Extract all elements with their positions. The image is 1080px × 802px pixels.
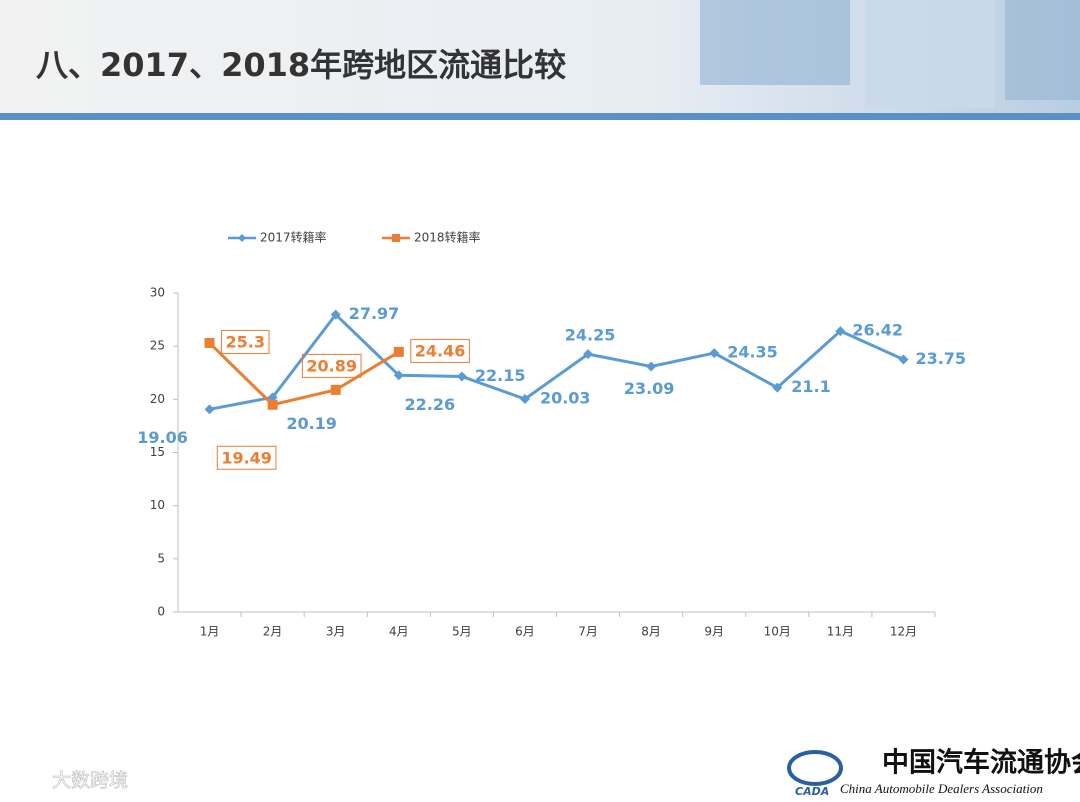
point [330,384,341,395]
watermark: 大数跨境 [52,770,128,792]
point [646,361,657,372]
point [456,371,467,382]
x-tick-label: 4月 [389,625,409,639]
point [772,382,783,393]
point [393,346,404,357]
data-label: 20.19 [286,414,337,433]
y-tick-label: 15 [150,445,165,459]
legend-marker [392,234,400,242]
legend-label: 2017转籍率 [260,230,327,245]
logo-mark [787,750,843,786]
data-label: 21.1 [791,377,830,396]
x-tick-label: 2月 [263,625,283,639]
data-label: 24.46 [415,341,466,360]
y-tick-label: 0 [157,605,165,619]
chart: 0 5 10 15 20 25 30 1月 2月 3月 4月 5月 6月 7月 8月 9月 10月 11月 12月 2… [137,230,966,639]
point [583,349,594,360]
series-line [208,341,400,407]
x-tick-label: 1月 [200,625,220,639]
series-line [209,312,905,411]
data-label: 22.26 [404,395,455,414]
slide-title: 八、2017、2018年跨地区流通比较 [36,46,566,84]
point [898,354,909,365]
data-label: 24.25 [565,326,616,345]
x-tick-label: 3月 [326,625,346,639]
legend-label: 2018转籍率 [414,230,481,245]
legend-marker [238,234,246,242]
point [330,309,341,320]
data-label: 22.15 [475,366,526,385]
header-cube [1005,0,1080,100]
y-tick-label: 30 [150,286,165,300]
point [267,399,278,410]
data-label: 20.89 [306,356,357,375]
header-rule [0,113,1080,120]
data-label: 25.3 [226,332,265,351]
point [835,326,846,337]
x-tick-label: 11月 [827,625,854,639]
x-tick-label: 10月 [764,625,791,639]
logo-abbr: CADA [795,785,829,798]
point [393,370,404,381]
x-tick-label: 8月 [641,625,661,639]
x-tick-label: 6月 [515,625,535,639]
data-label: 27.97 [349,304,400,323]
header-cube [865,0,995,108]
data-label-box [410,338,470,363]
data-label: 23.09 [624,379,675,398]
point [709,348,720,359]
header-cube [700,0,850,85]
logo-name: 中国汽车流通协会 [882,747,1080,779]
y-tick-label: 25 [150,339,165,353]
y-tick-label: 10 [150,498,165,512]
point [519,394,530,405]
data-label-box [301,353,362,378]
data-label: 19.06 [137,428,188,447]
y-tick-label: 20 [150,392,165,406]
x-tick-label: 7月 [578,625,598,639]
data-label: 23.75 [915,349,966,368]
point [204,404,215,415]
data-label-box [216,445,277,470]
y-tick-label: 5 [157,551,165,565]
data-label: 20.03 [540,389,591,408]
data-label: 26.42 [852,321,903,340]
x-tick-label: 5月 [452,625,472,639]
point [204,337,215,348]
x-tick-label: 9月 [704,625,724,639]
data-label: 19.49 [221,448,272,467]
logo-english: China Automobile Dealers Association [840,781,1043,796]
data-label: 24.35 [727,343,778,362]
x-tick-label: 12月 [890,625,917,639]
data-label-box [221,329,270,354]
